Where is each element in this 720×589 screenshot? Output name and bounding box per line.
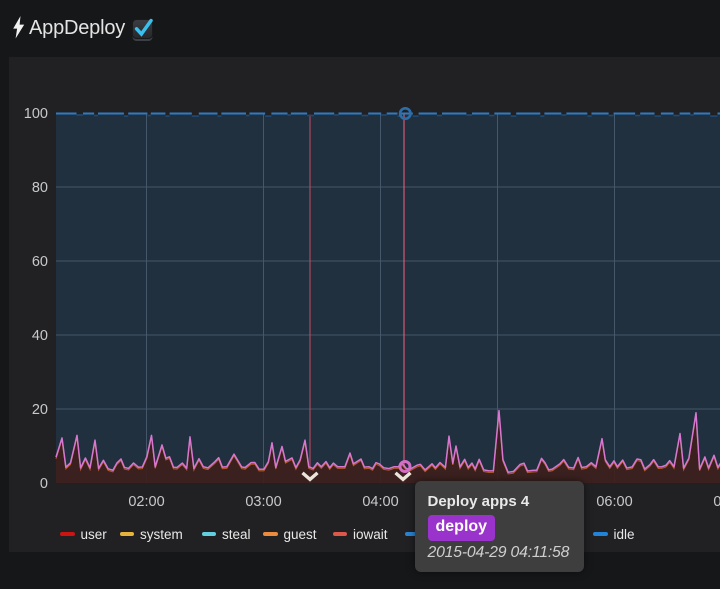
svg-text:0: 0: [40, 476, 48, 492]
svg-text:80: 80: [32, 180, 48, 196]
svg-text:20: 20: [32, 402, 48, 418]
svg-text:100: 100: [24, 106, 48, 122]
svg-text:40: 40: [32, 328, 48, 344]
svg-text:60: 60: [32, 254, 48, 270]
